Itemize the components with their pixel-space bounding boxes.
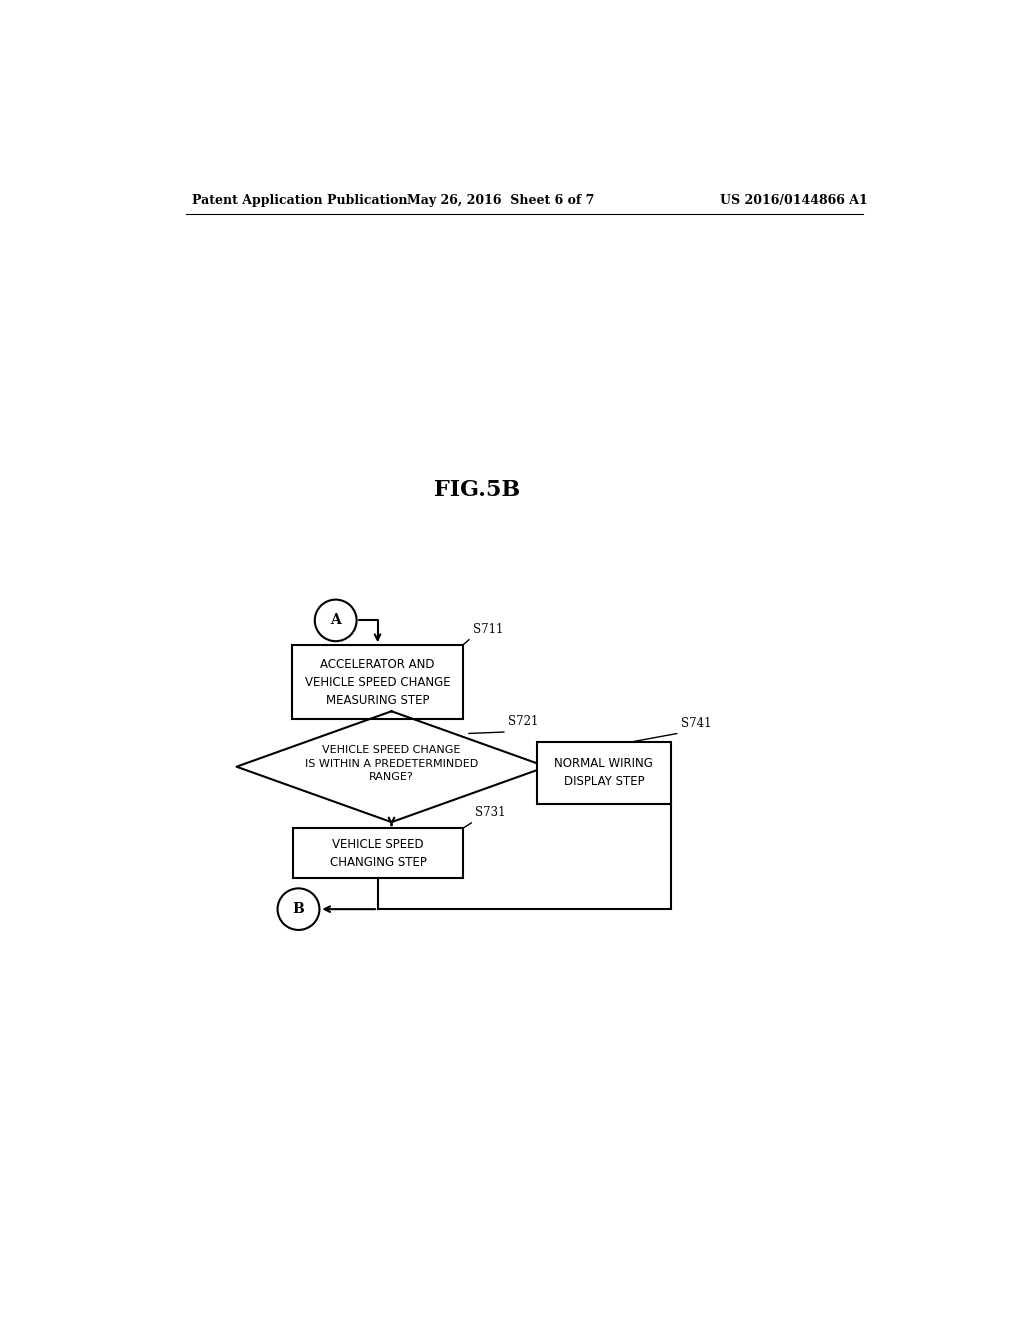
Bar xyxy=(292,645,463,719)
Text: B: B xyxy=(293,902,304,916)
Text: VEHICLE SPEED CHANGE
IS WITHIN A PREDETERMINDED
RANGE?: VEHICLE SPEED CHANGE IS WITHIN A PREDETE… xyxy=(305,746,478,781)
Text: VEHICLE SPEED
CHANGING STEP: VEHICLE SPEED CHANGING STEP xyxy=(330,838,426,869)
Text: A: A xyxy=(331,614,341,627)
Text: S711: S711 xyxy=(473,623,503,636)
Text: S721: S721 xyxy=(508,715,539,729)
Bar xyxy=(293,829,463,878)
Text: Patent Application Publication: Patent Application Publication xyxy=(191,194,408,207)
Text: May 26, 2016  Sheet 6 of 7: May 26, 2016 Sheet 6 of 7 xyxy=(408,194,595,207)
Text: NO: NO xyxy=(397,826,416,840)
Text: YES: YES xyxy=(552,750,573,763)
Text: S741: S741 xyxy=(681,717,711,730)
Text: S731: S731 xyxy=(475,807,506,818)
Text: ACCELERATOR AND
VEHICLE SPEED CHANGE
MEASURING STEP: ACCELERATOR AND VEHICLE SPEED CHANGE MEA… xyxy=(305,657,451,706)
Text: US 2016/0144866 A1: US 2016/0144866 A1 xyxy=(720,194,867,207)
Text: FIG.5B: FIG.5B xyxy=(434,479,520,500)
Text: NORMAL WIRING
DISPLAY STEP: NORMAL WIRING DISPLAY STEP xyxy=(554,758,653,788)
Bar xyxy=(538,742,671,804)
